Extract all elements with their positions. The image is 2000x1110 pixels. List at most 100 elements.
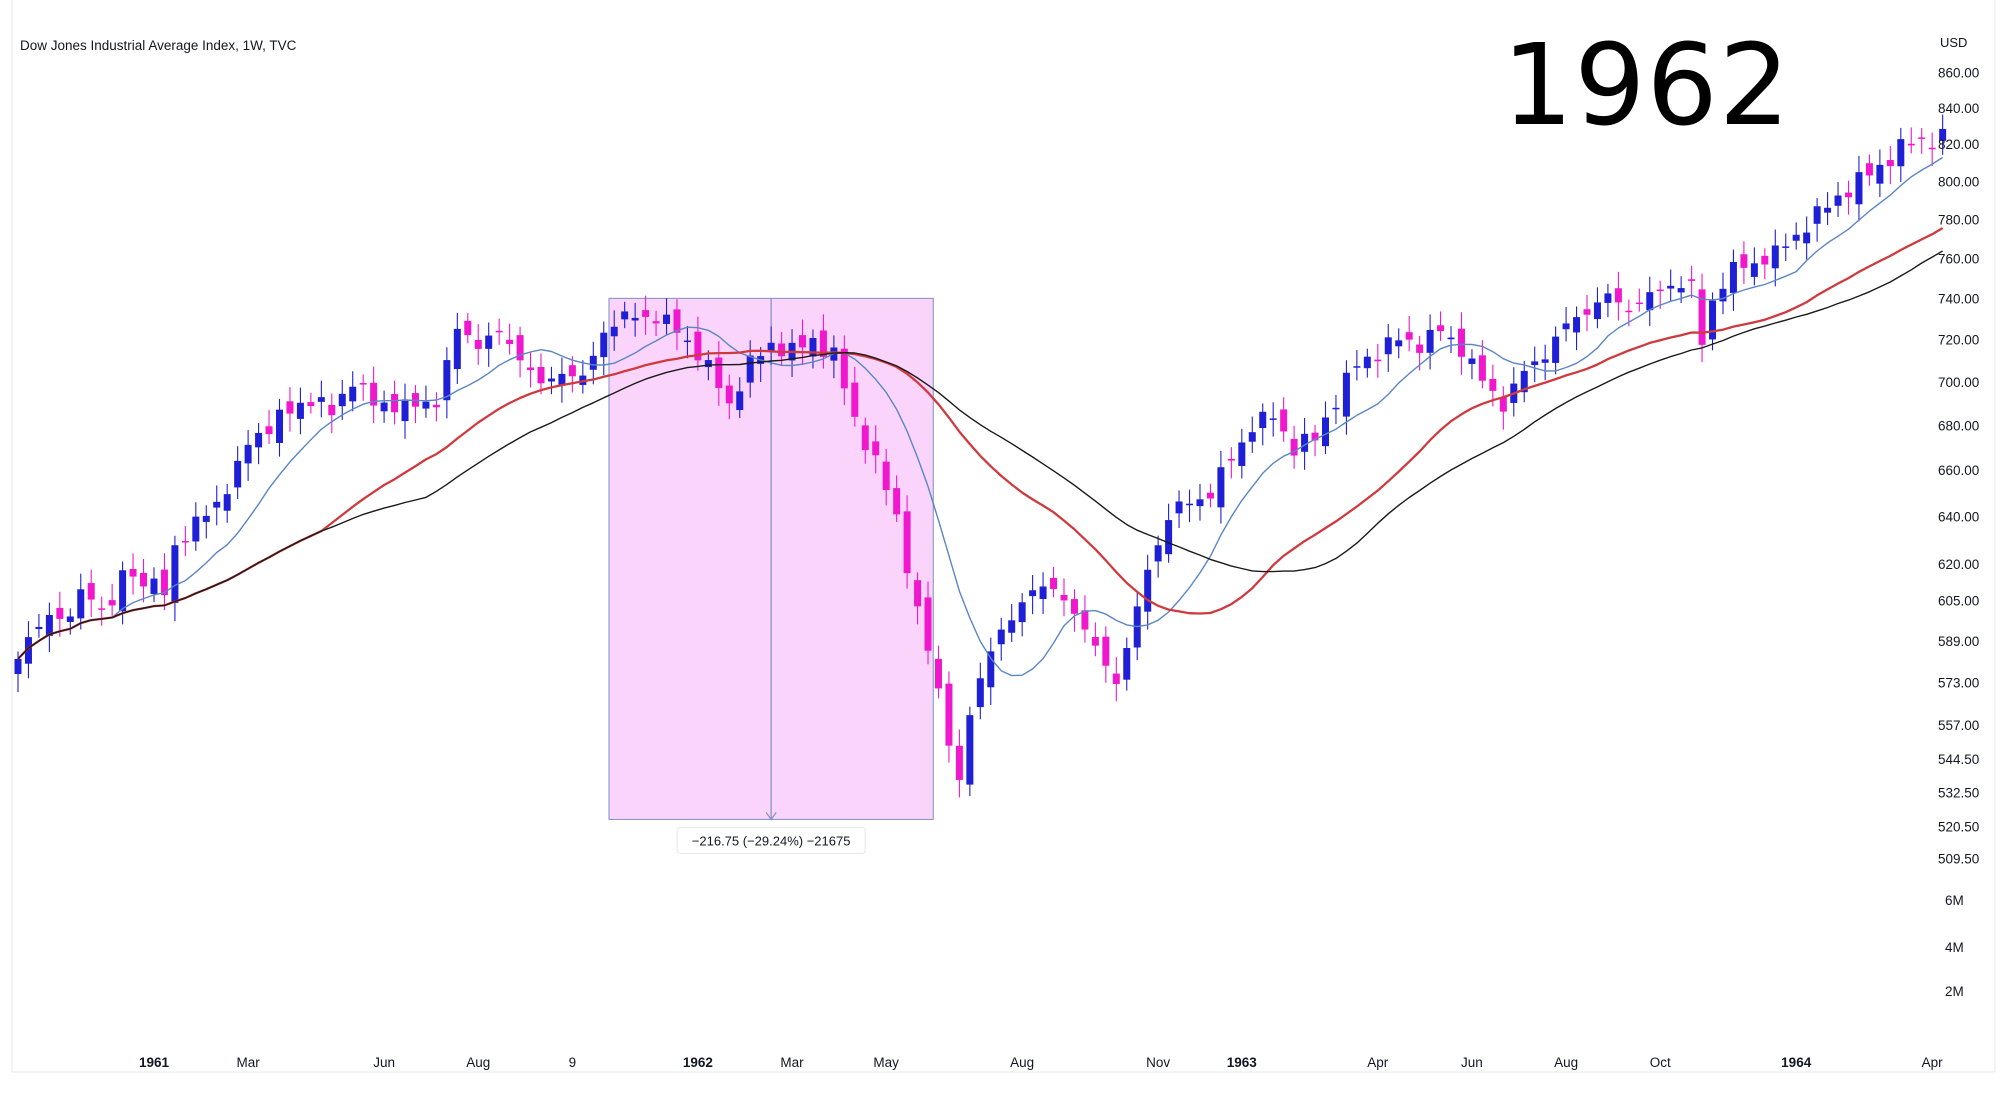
time-tick-label: 9 [569, 1055, 577, 1070]
candle [621, 311, 629, 320]
candle [589, 355, 597, 370]
candle [87, 583, 95, 600]
candle [485, 335, 493, 349]
candle [1907, 143, 1915, 146]
price-tick-label: 740.00 [1938, 291, 1979, 306]
candle [1029, 590, 1037, 597]
candle [1771, 245, 1779, 269]
candle [1091, 636, 1099, 646]
candle [1688, 279, 1696, 281]
candle [1405, 332, 1413, 340]
candle [778, 343, 786, 357]
candle [872, 441, 880, 456]
candle [955, 745, 963, 780]
candle [338, 393, 346, 407]
price-tick-label: 780.00 [1938, 212, 1979, 227]
candle [945, 683, 953, 746]
candle [1646, 292, 1654, 311]
candle [1280, 409, 1288, 432]
time-tick-label: Mar [236, 1055, 260, 1070]
candle [1740, 254, 1748, 268]
candle [1635, 302, 1643, 305]
range-measure-arrowhead [765, 812, 777, 821]
candle [140, 572, 148, 587]
candle [1855, 172, 1863, 205]
candle [1552, 336, 1560, 363]
candle [1060, 594, 1068, 601]
candle [1520, 370, 1528, 393]
candle [1583, 309, 1591, 315]
candle [809, 337, 817, 357]
candle [1102, 636, 1110, 666]
candle [1729, 261, 1737, 293]
candle [317, 397, 325, 402]
candle [997, 629, 1005, 645]
candle [746, 355, 754, 383]
candle [359, 383, 367, 385]
candle [1531, 361, 1539, 366]
candle [861, 425, 869, 451]
candle [1709, 300, 1717, 340]
candle [1876, 164, 1884, 184]
candle [296, 402, 304, 419]
candle [600, 332, 608, 358]
candle [464, 320, 472, 336]
candle [265, 426, 273, 435]
candle [171, 545, 179, 603]
candle [1677, 288, 1685, 293]
candle [349, 386, 357, 402]
price-tick-label: 820.00 [1938, 137, 1979, 152]
candle [77, 589, 85, 619]
candle [223, 494, 231, 511]
price-tick-label: 620.00 [1938, 557, 1979, 572]
candle [537, 366, 545, 384]
candle [1363, 356, 1371, 369]
candle [516, 335, 524, 361]
currency-label: USD [1940, 35, 1968, 50]
candle [736, 391, 744, 411]
candle [66, 616, 74, 622]
candle [1698, 289, 1706, 345]
candle [244, 444, 252, 464]
candle [1050, 577, 1058, 590]
candle [1625, 310, 1633, 313]
candle [1834, 195, 1842, 206]
candle [1322, 417, 1329, 447]
candle [694, 331, 702, 361]
candle [1803, 232, 1811, 244]
candle [1395, 340, 1403, 347]
moving-average-10 [17, 156, 1943, 677]
candle [663, 314, 671, 324]
candle [1269, 418, 1277, 420]
candle [1374, 359, 1382, 362]
time-tick-label: 1964 [1781, 1055, 1812, 1070]
time-tick-label: Mar [780, 1055, 804, 1070]
candle [799, 335, 806, 348]
time-tick-label: Nov [1146, 1055, 1170, 1070]
candle [45, 614, 53, 636]
time-tick-label: Apr [1922, 1055, 1944, 1070]
candle [422, 401, 430, 409]
candle [1175, 501, 1183, 514]
time-tick-label: Aug [466, 1055, 490, 1070]
candle [1918, 137, 1926, 139]
candle [631, 317, 639, 321]
candle [1813, 206, 1821, 224]
candle [443, 360, 451, 401]
candle [1248, 432, 1256, 442]
candle [568, 365, 576, 377]
time-tick-label: 1962 [683, 1055, 713, 1070]
candle [1081, 610, 1089, 630]
candle [1928, 147, 1936, 150]
candle [1259, 411, 1267, 429]
candle [370, 382, 378, 406]
time-tick-label: Apr [1367, 1055, 1389, 1070]
candle [987, 651, 995, 688]
candle [1573, 317, 1581, 333]
candle [725, 385, 733, 404]
year-watermark: 1962 [1502, 21, 1792, 151]
candle [1593, 302, 1601, 320]
candle [328, 404, 336, 416]
candle [1311, 432, 1319, 441]
